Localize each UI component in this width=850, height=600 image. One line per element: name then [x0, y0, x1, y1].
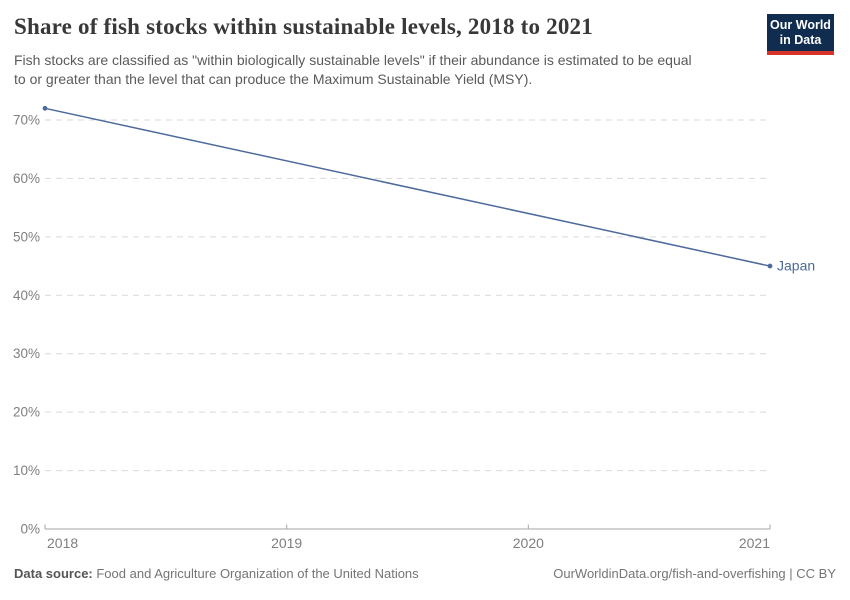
owid-logo-line2: in Data: [779, 33, 822, 47]
series-line-japan[interactable]: [44, 107, 771, 267]
y-axis-label-10: 10%: [13, 463, 40, 478]
y-axis-label-30: 30%: [13, 346, 40, 361]
chart-canvas: 0% 10% 20% 30% 40% 50% 60% 70% 2018 2019 2020 2021 J…: [13, 105, 815, 551]
subtitle-line-1: Fish stocks are classified as "within bi…: [14, 52, 692, 68]
owid-logo-text: Our World in Data: [767, 14, 834, 51]
data-source: Data source: Food and Agriculture Organi…: [14, 566, 419, 581]
y-axis-label-60: 60%: [13, 171, 40, 186]
x-axis-label-2021: 2021: [739, 535, 770, 551]
owid-logo-line1: Our World: [770, 18, 831, 32]
y-axis-label-20: 20%: [13, 405, 40, 420]
series-point-japan-2021[interactable]: [767, 263, 773, 269]
x-axis-label-2019: 2019: [271, 535, 302, 551]
data-source-value: Food and Agriculture Organization of the…: [92, 566, 419, 581]
x-axis-label-2020: 2020: [513, 535, 544, 551]
chart-footer: Data source: Food and Agriculture Organi…: [14, 566, 836, 581]
license-text: | CC BY: [785, 566, 836, 581]
series-label-japan[interactable]: Japan: [777, 258, 815, 274]
subtitle-line-2: to or greater than the level that can pr…: [14, 70, 533, 87]
y-axis-label-0: 0%: [20, 522, 40, 537]
attribution: OurWorldinData.org/fish-and-overfishing …: [553, 566, 836, 581]
page-title: Share of fish stocks within sustainable …: [14, 14, 593, 39]
y-axis-label-40: 40%: [13, 288, 40, 303]
series-point-japan-2018[interactable]: [42, 105, 48, 111]
x-axis-label-2018: 2018: [47, 535, 78, 551]
y-axis-label-50: 50%: [13, 229, 40, 244]
owid-logo[interactable]: Our World in Data: [767, 14, 834, 55]
chart-subtitle: Fish stocks are classified as "within bi…: [14, 51, 749, 88]
y-axis-label-70: 70%: [13, 113, 40, 128]
owid-logo-red-bar: [767, 51, 834, 55]
data-source-label: Data source:: [14, 566, 93, 581]
line-chart: 0% 10% 20% 30% 40% 50% 60% 70% 2018 2019 2020 2021 J…: [0, 95, 850, 565]
owid-link[interactable]: OurWorldinData.org/fish-and-overfishing: [553, 566, 786, 581]
